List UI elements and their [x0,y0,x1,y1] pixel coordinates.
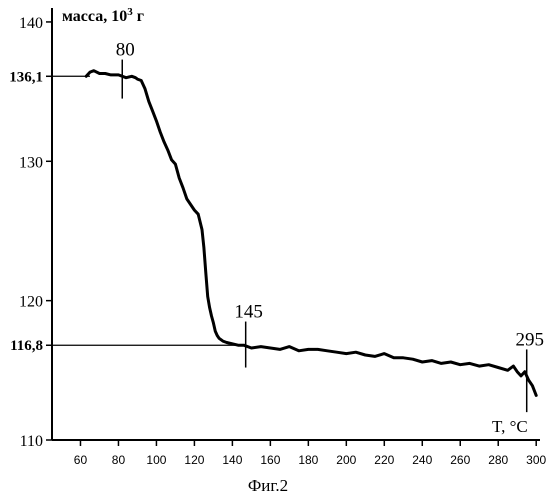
figure-caption: Фиг.2 [248,476,288,495]
y-tick-label: 140 [19,15,43,32]
axes [52,8,540,440]
y-axis-label-unit: г [133,8,144,25]
ticks: 60 80 100 120 140 160 180 200 220 240 260 280 300 110… [19,15,547,467]
marker-label: 145 [234,302,263,323]
y-tick-label: 130 [19,154,43,171]
x-tick-label: 260 [450,453,470,467]
markers: 80 145 295 [116,40,544,413]
x-tick-label: 140 [222,453,242,467]
y-tick-label: 110 [20,433,43,450]
series-group [86,71,536,396]
reference-label: 136,1 [9,69,43,85]
x-tick-label: 240 [412,453,432,467]
x-tick-label: 60 [74,453,88,467]
y-axis-label: масса, 103 г [62,6,144,25]
mass-curve [86,71,536,396]
x-tick-label: 300 [526,453,546,467]
marker-label: 295 [515,329,544,350]
x-tick-label: 100 [146,453,166,467]
x-tick-label: 180 [298,453,318,467]
x-tick-label: 80 [112,453,126,467]
x-tick-label: 160 [260,453,280,467]
x-tick-label: 120 [184,453,204,467]
y-axis-label-base: масса, 10 [62,8,127,25]
reference-label: 116,8 [10,338,43,354]
x-tick-label: 280 [488,453,508,467]
x-axis-label: T, °C [492,417,528,436]
x-tick-label: 200 [336,453,356,467]
marker-label: 80 [116,40,135,61]
y-tick-label: 120 [19,294,43,311]
x-tick-label: 220 [374,453,394,467]
